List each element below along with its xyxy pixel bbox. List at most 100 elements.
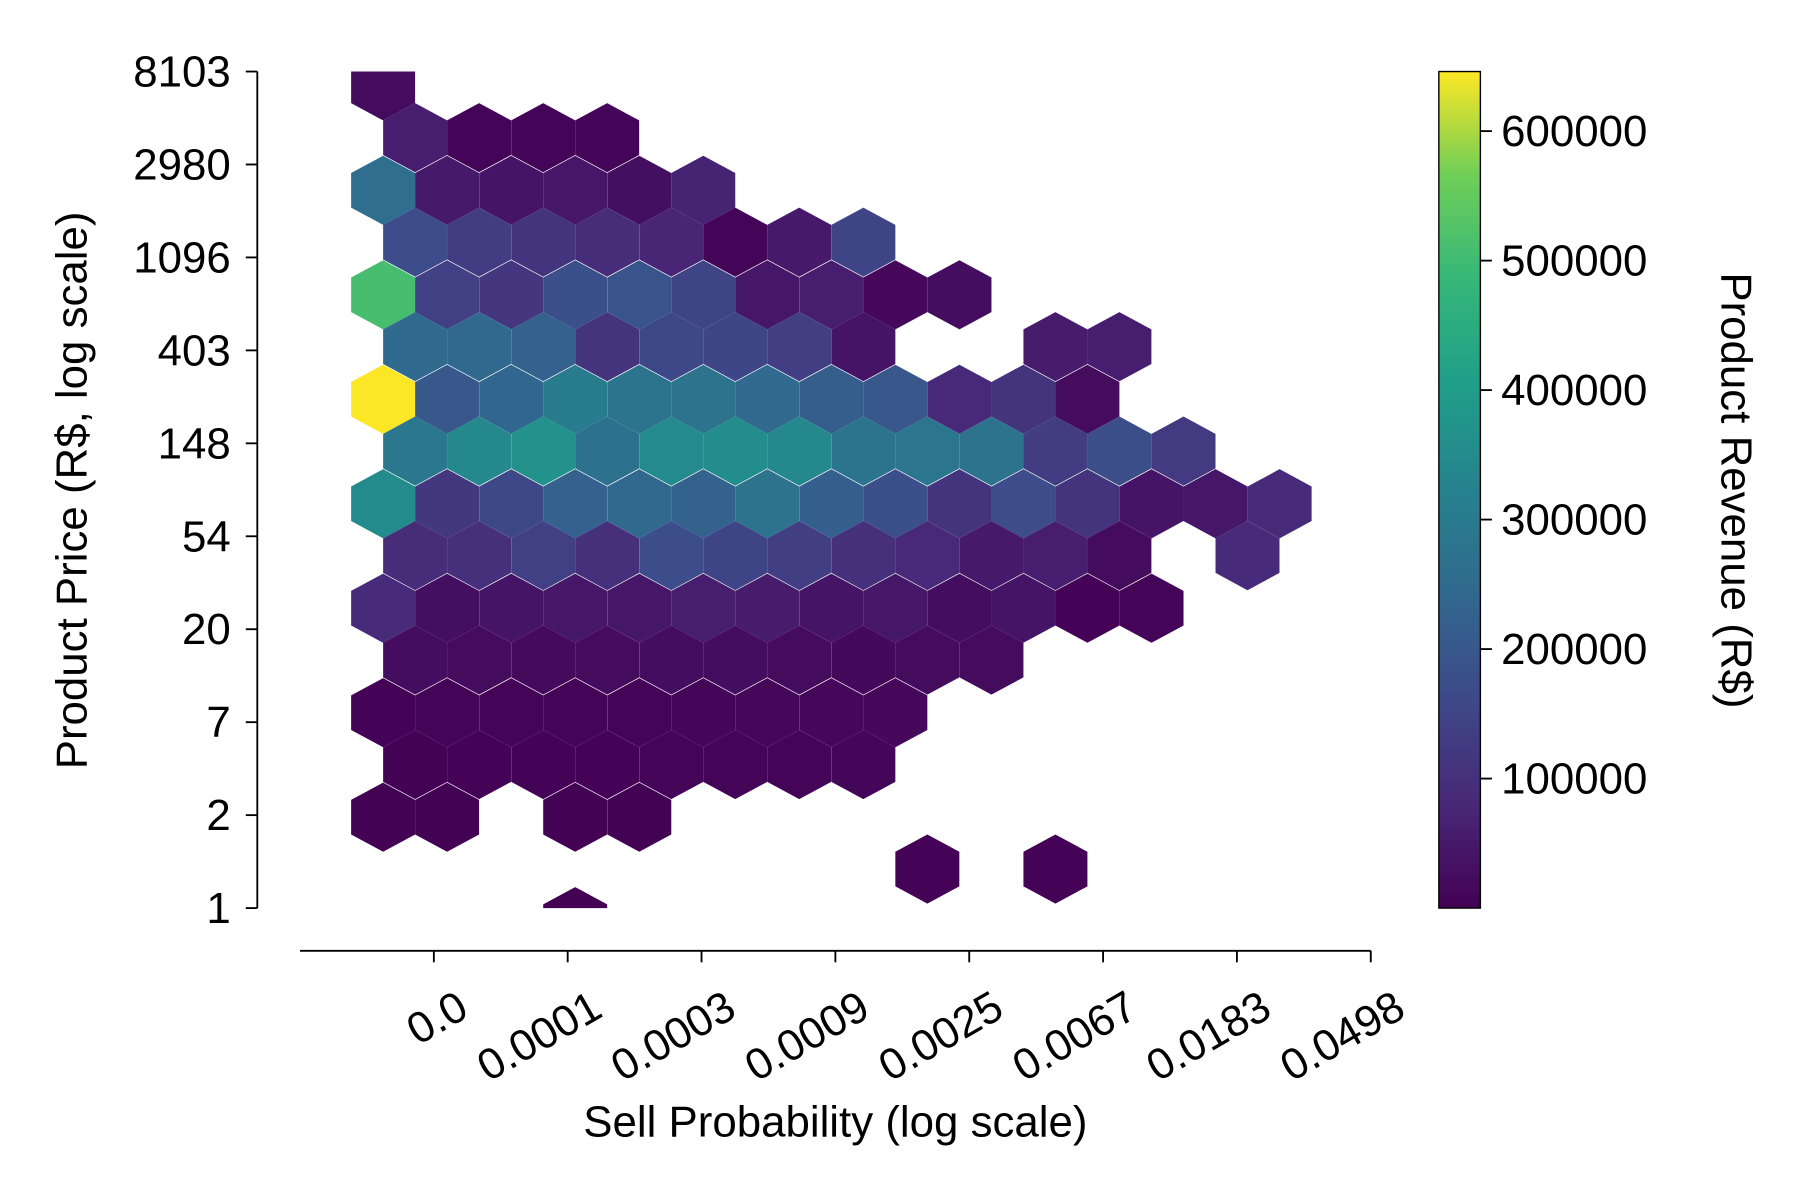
y-tick-label: 54	[182, 512, 231, 561]
hex-cell	[383, 729, 448, 800]
hex-cell	[543, 678, 608, 748]
hex-cell	[511, 416, 576, 486]
x-tick-label: 0.0009	[737, 982, 878, 1091]
hex-cell	[575, 521, 640, 591]
hex-cell	[415, 469, 480, 539]
hex-cell	[799, 469, 864, 539]
hex-cell	[735, 678, 800, 748]
hex-cell	[735, 364, 800, 434]
y-tick-label: 403	[158, 326, 231, 375]
hex-cell	[799, 573, 864, 643]
hex-cell	[1023, 312, 1088, 382]
hex-cell	[575, 312, 640, 382]
x-tick-label: 0.0025	[871, 982, 1012, 1091]
hex-cell	[895, 625, 960, 695]
hex-cell	[1055, 573, 1120, 643]
hex-cell	[703, 521, 768, 591]
hex-cell	[799, 260, 864, 330]
hex-cell	[927, 573, 992, 643]
hex-cell	[415, 678, 480, 748]
hex-cell	[767, 207, 832, 277]
colorbar-tick-label: 300000	[1501, 496, 1647, 545]
hex-cell	[415, 364, 480, 434]
hex-cell	[1055, 364, 1120, 434]
hex-cell	[799, 364, 864, 434]
hex-cell	[479, 155, 544, 225]
hex-cell	[447, 729, 512, 800]
x-tick-label: 0.0001	[469, 982, 610, 1091]
hex-cell	[511, 312, 576, 382]
y-axis-label: Product Price (R$, log scale)	[48, 211, 97, 769]
hex-cell	[351, 782, 416, 852]
hex-cell	[383, 103, 448, 173]
hex-cell	[479, 469, 544, 539]
hex-cell	[927, 260, 992, 330]
hex-cell	[447, 625, 512, 695]
hex-cell	[1183, 469, 1248, 539]
colorbar-tick-label: 600000	[1501, 107, 1647, 156]
hex-cell	[703, 312, 768, 382]
hex-cell	[799, 678, 864, 748]
hex-cell	[351, 364, 416, 434]
hex-cell	[511, 521, 576, 591]
x-tick-label: 0.0003	[603, 982, 744, 1091]
hex-cell	[1215, 521, 1280, 591]
hex-cell	[1055, 469, 1120, 539]
hex-cell	[671, 678, 736, 748]
hex-cell	[575, 625, 640, 695]
hex-cell	[1087, 312, 1152, 382]
hex-cell	[479, 678, 544, 748]
hex-cell	[1023, 521, 1088, 591]
hex-cell	[479, 573, 544, 643]
hex-cell	[383, 625, 448, 695]
hex-cell	[575, 207, 640, 277]
hex-cell	[543, 573, 608, 643]
y-tick-label: 148	[158, 419, 231, 468]
hex-cell	[703, 207, 768, 277]
hex-cell	[447, 103, 512, 173]
hex-cell	[383, 312, 448, 382]
hex-cell	[1087, 416, 1152, 486]
hex-cell	[639, 625, 704, 695]
hex-cell	[607, 155, 672, 225]
hex-cell	[767, 729, 832, 800]
hex-cell	[703, 625, 768, 695]
hex-cell	[895, 416, 960, 486]
hex-cell	[1023, 834, 1088, 904]
y-tick-label: 1	[206, 884, 230, 933]
hex-cell	[543, 364, 608, 434]
hex-cell	[991, 573, 1056, 643]
hex-cell	[959, 521, 1024, 591]
hex-cell	[671, 469, 736, 539]
colorbar-tick-label: 500000	[1501, 237, 1647, 286]
hex-cell	[735, 573, 800, 643]
hex-cell	[735, 469, 800, 539]
y-tick-label: 8103	[133, 48, 231, 97]
x-axis-label: Sell Probability (log scale)	[583, 1098, 1087, 1147]
hex-cell	[511, 625, 576, 695]
y-tick-label: 1096	[133, 233, 231, 282]
hex-cell	[671, 573, 736, 643]
hex-cell	[927, 469, 992, 539]
hex-cell	[351, 469, 416, 539]
hex-cell	[607, 260, 672, 330]
hex-cell	[575, 103, 640, 173]
hex-cell	[991, 469, 1056, 539]
hex-cell	[1023, 416, 1088, 486]
hex-cell	[351, 260, 416, 330]
hex-cell	[767, 625, 832, 695]
hex-cell	[383, 416, 448, 486]
hex-cell	[767, 416, 832, 486]
hex-cell	[895, 521, 960, 591]
hex-cell	[767, 312, 832, 382]
hex-cell	[831, 521, 896, 591]
hex-cell	[543, 155, 608, 225]
hex-cell	[767, 521, 832, 591]
hex-cell	[607, 678, 672, 748]
hex-cell	[415, 155, 480, 225]
colorbar-tick-label: 100000	[1501, 755, 1647, 804]
y-tick-label: 2	[206, 791, 230, 840]
hex-cell	[863, 364, 928, 434]
hex-cell	[831, 312, 896, 382]
